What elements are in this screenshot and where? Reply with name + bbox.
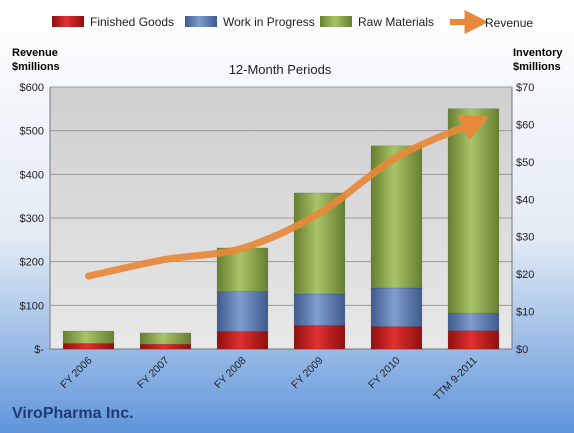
legend-label-finished-goods: Finished Goods xyxy=(90,15,174,29)
revenue-point xyxy=(88,276,89,277)
revenue-point xyxy=(242,248,243,249)
legend: Finished Goods Work in Progress Raw Materi… xyxy=(52,10,533,34)
bar-raw-materials xyxy=(139,332,192,345)
bar-work-in-progress xyxy=(293,293,346,326)
bar-finished-goods xyxy=(216,331,269,350)
legend-label-revenue: Revenue xyxy=(485,16,533,30)
bar-finished-goods xyxy=(293,325,346,350)
legend-swatch-work-in-progress xyxy=(185,16,217,27)
revenue-point xyxy=(473,123,474,124)
bar-finished-goods xyxy=(370,326,423,350)
left-tick-label: $400 xyxy=(20,169,44,181)
bar-raw-materials xyxy=(62,330,115,344)
left-tick-label: $500 xyxy=(20,126,44,138)
left-tick-label: $- xyxy=(34,344,44,356)
bar-work-in-progress xyxy=(370,287,423,327)
bar-work-in-progress xyxy=(216,291,269,332)
right-axis-label-line1: Inventory xyxy=(513,47,563,59)
revenue-point xyxy=(319,213,320,214)
chart-title: 12-Month Periods xyxy=(229,62,332,77)
left-tick-label: $600 xyxy=(20,82,44,94)
left-tick-label: $100 xyxy=(20,300,44,312)
legend-swatch-finished-goods xyxy=(52,16,84,27)
revenue-line xyxy=(85,114,489,280)
right-tick-label: $0 xyxy=(516,344,528,356)
right-tick-label: $70 xyxy=(516,82,534,94)
company-name: ViroPharma Inc. xyxy=(12,405,134,422)
bar-finished-goods xyxy=(139,343,192,350)
right-tick-label: $30 xyxy=(516,232,534,244)
bar-raw-materials xyxy=(293,192,346,295)
right-tick-label: $50 xyxy=(516,157,534,169)
revenue-point xyxy=(396,157,397,158)
bar-raw-materials xyxy=(447,108,500,314)
right-tick-label: $60 xyxy=(516,119,534,131)
bar-finished-goods xyxy=(62,343,115,350)
left-tick-label: $200 xyxy=(20,257,44,269)
right-tick-label: $20 xyxy=(516,269,534,281)
bar-finished-goods xyxy=(447,330,500,350)
bars xyxy=(62,108,500,350)
legend-swatch-raw-materials xyxy=(320,16,352,27)
right-axis-label-line2: $millions xyxy=(513,61,561,73)
revenue-line-layer xyxy=(85,114,489,280)
bar-work-in-progress xyxy=(447,312,500,331)
left-axis-label-line1: Revenue xyxy=(12,47,58,59)
left-tick-label: $300 xyxy=(20,213,44,225)
legend-label-work-in-progress: Work in Progress xyxy=(223,15,315,29)
right-tick-label: $40 xyxy=(516,194,534,206)
revenue-point xyxy=(165,259,166,260)
grid xyxy=(50,86,512,350)
legend-label-raw-materials: Raw Materials xyxy=(358,15,434,29)
right-tick-label: $10 xyxy=(516,307,534,319)
left-axis-label-line2: $millions xyxy=(12,61,60,73)
